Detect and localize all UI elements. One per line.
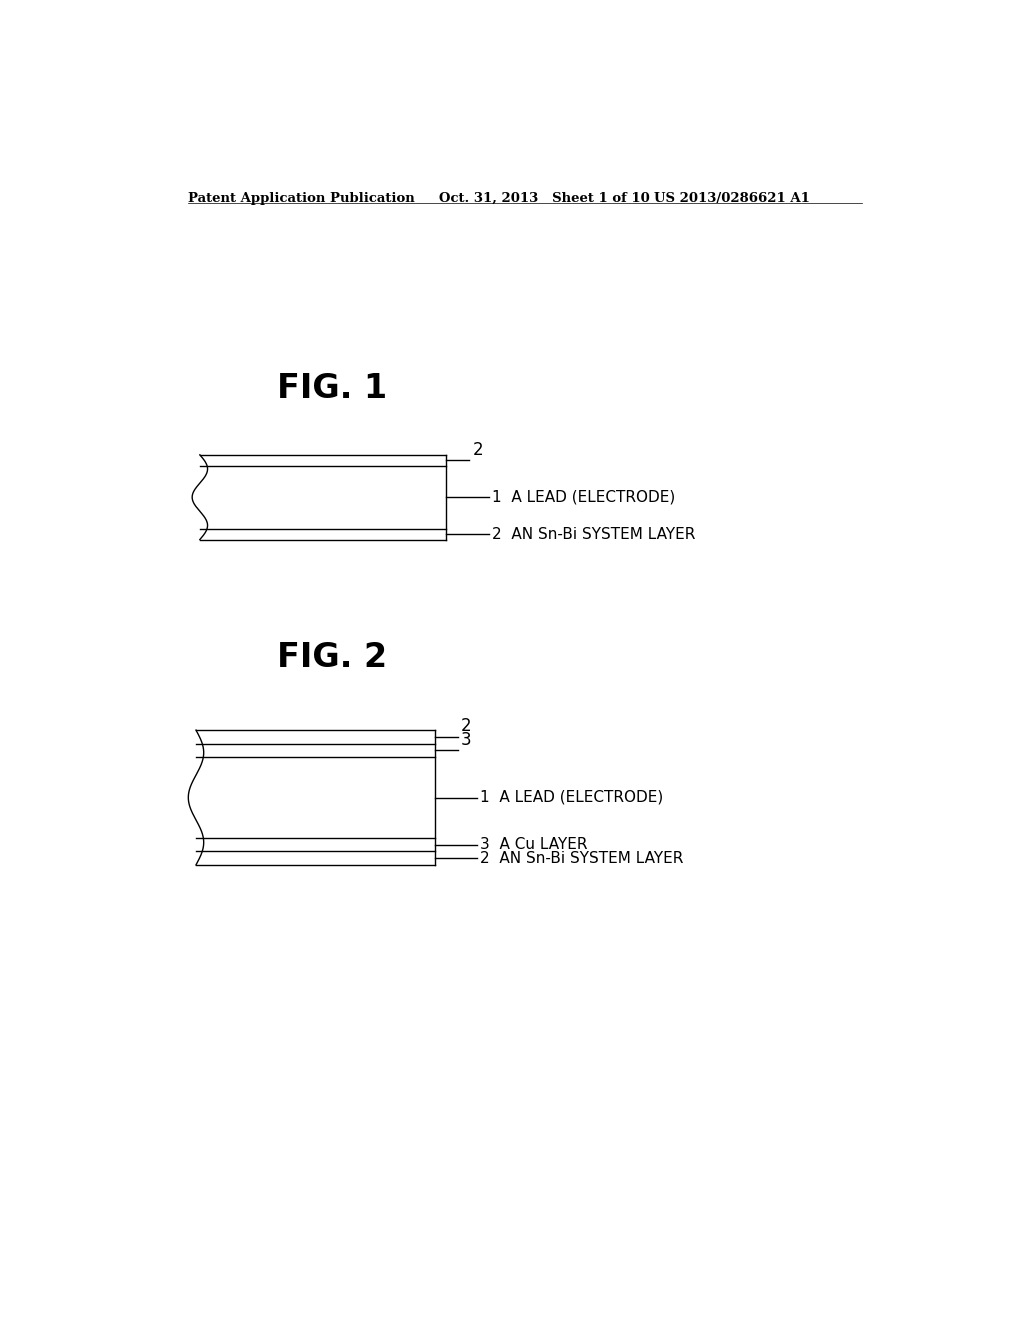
Text: 1  A LEAD (ELECTRODE): 1 A LEAD (ELECTRODE) — [480, 789, 664, 805]
Text: 2: 2 — [472, 441, 483, 459]
Bar — [200, 455, 446, 540]
Text: Oct. 31, 2013   Sheet 1 of 10: Oct. 31, 2013 Sheet 1 of 10 — [438, 191, 649, 205]
Text: 1  A LEAD (ELECTRODE): 1 A LEAD (ELECTRODE) — [492, 490, 675, 504]
Text: FIG. 2: FIG. 2 — [276, 642, 387, 675]
Text: 3: 3 — [461, 731, 471, 748]
Text: 3  A Cu LAYER: 3 A Cu LAYER — [480, 837, 588, 853]
Text: 2: 2 — [461, 717, 471, 735]
Text: FIG. 1: FIG. 1 — [276, 372, 387, 405]
Text: 2  AN Sn-Bi SYSTEM LAYER: 2 AN Sn-Bi SYSTEM LAYER — [492, 527, 695, 541]
Bar — [196, 730, 435, 865]
Text: 2  AN Sn-Bi SYSTEM LAYER: 2 AN Sn-Bi SYSTEM LAYER — [480, 850, 683, 866]
Text: US 2013/0286621 A1: US 2013/0286621 A1 — [654, 191, 810, 205]
Text: Patent Application Publication: Patent Application Publication — [188, 191, 415, 205]
